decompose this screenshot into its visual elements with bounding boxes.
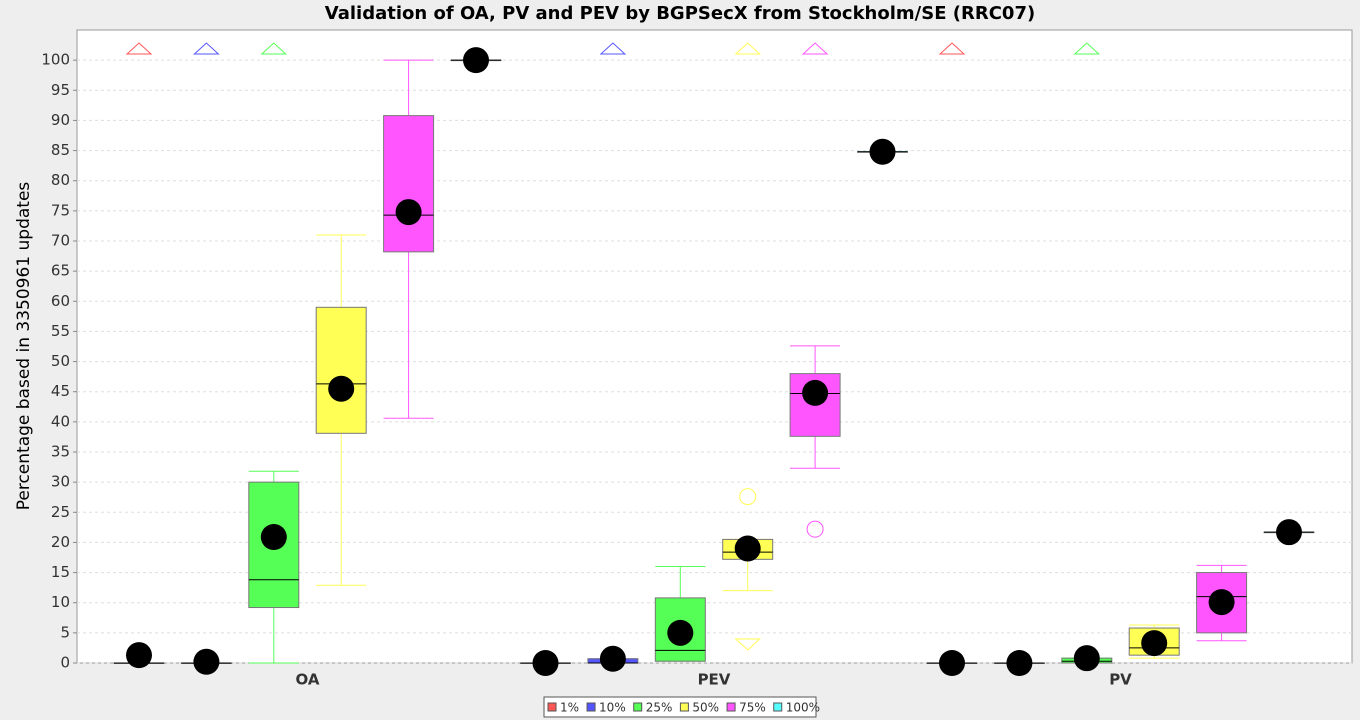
y-tick-label: 30 xyxy=(51,473,70,491)
mean xyxy=(126,642,152,669)
y-tick-label: 20 xyxy=(51,533,70,551)
mean xyxy=(193,648,220,675)
legend-swatch xyxy=(726,702,736,712)
y-tick-label: 75 xyxy=(51,201,70,219)
mean xyxy=(802,379,829,406)
legend-swatch xyxy=(586,702,596,712)
x-tick-label: PV xyxy=(1109,671,1132,689)
legend-swatch xyxy=(547,702,557,712)
far-out-marker xyxy=(734,638,761,651)
legend-label: 10% xyxy=(599,701,626,715)
far-out-marker xyxy=(193,42,220,55)
outlier xyxy=(806,520,824,538)
mean xyxy=(869,138,896,165)
y-tick-label: 50 xyxy=(51,352,70,370)
legend-label: 75% xyxy=(739,701,766,715)
mean xyxy=(1141,630,1168,657)
far-out-marker xyxy=(125,42,153,55)
y-tick-label: 45 xyxy=(51,382,70,400)
box xyxy=(383,115,435,253)
legend-label: 50% xyxy=(692,701,719,715)
mean xyxy=(1006,650,1033,676)
mean xyxy=(734,535,761,562)
mean xyxy=(1208,589,1235,616)
outlier xyxy=(739,488,757,506)
box xyxy=(315,306,367,434)
y-tick-label: 5 xyxy=(60,623,70,641)
far-out-marker xyxy=(599,42,627,55)
far-out-marker xyxy=(1073,42,1101,55)
far-out-marker xyxy=(260,42,288,55)
y-tick-label: 80 xyxy=(51,171,70,189)
mean xyxy=(939,650,965,676)
mean xyxy=(1073,645,1100,672)
mean xyxy=(667,619,694,646)
y-tick-label: 15 xyxy=(51,563,70,581)
far-out-marker xyxy=(938,42,966,55)
far-out-marker xyxy=(734,42,761,55)
chart-title: Validation of OA, PV and PEV by BGPSecX … xyxy=(325,3,1035,24)
mean xyxy=(532,650,559,676)
legend-label: 100% xyxy=(786,701,820,715)
y-tick-label: 40 xyxy=(51,412,70,430)
y-tick-label: 0 xyxy=(60,654,70,672)
mean xyxy=(395,199,422,226)
y-tick-label: 85 xyxy=(51,141,70,159)
y-tick-label: 65 xyxy=(51,262,70,280)
legend-label: 25% xyxy=(646,701,673,715)
y-tick-label: 90 xyxy=(51,111,70,129)
y-tick-label: 10 xyxy=(51,593,70,611)
y-tick-label: 35 xyxy=(51,443,70,461)
x-tick-label: PEV xyxy=(698,671,731,689)
mean xyxy=(260,524,287,551)
y-axis-label: Percentage based in 3350961 updates xyxy=(14,182,34,511)
mean xyxy=(463,47,489,74)
y-tick-label: 95 xyxy=(51,81,70,99)
x-tick-label: OA xyxy=(296,671,320,689)
y-tick-label: 55 xyxy=(51,322,70,340)
mean xyxy=(599,645,626,672)
mean xyxy=(328,375,355,402)
y-tick-label: 70 xyxy=(51,232,70,250)
legend-swatch xyxy=(633,702,643,712)
y-tick-label: 60 xyxy=(51,292,70,310)
mean xyxy=(1276,519,1302,546)
y-tick-label: 100 xyxy=(41,51,70,69)
y-tick-label: 25 xyxy=(51,503,70,521)
legend-label: 1% xyxy=(560,701,579,715)
far-out-marker xyxy=(801,42,829,55)
legend-swatch xyxy=(773,702,783,712)
legend-swatch xyxy=(679,702,689,712)
